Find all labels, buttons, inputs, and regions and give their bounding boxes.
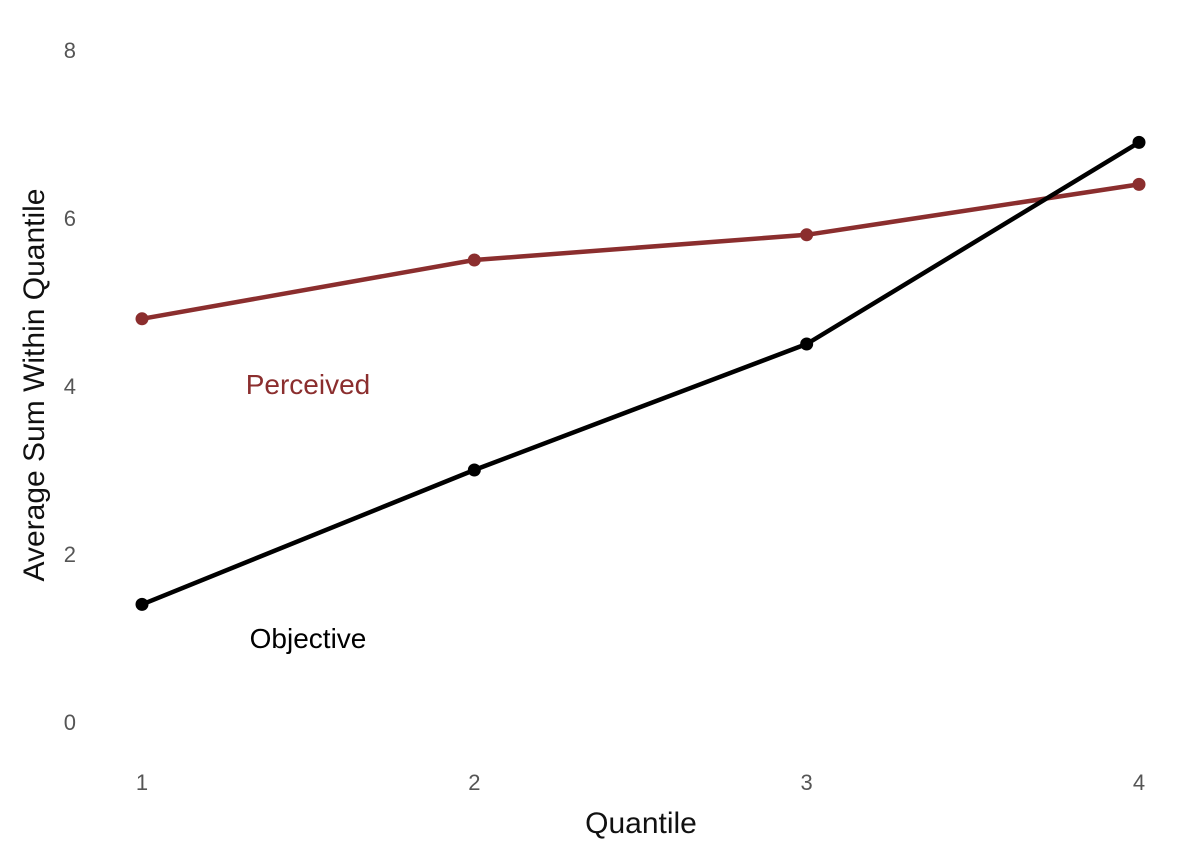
- y-tick-label: 4: [64, 374, 76, 399]
- x-tick-label: 3: [801, 770, 813, 795]
- x-tick-label: 1: [136, 770, 148, 795]
- series-line-perceived: [139, 182, 1142, 322]
- data-point-perceived: [1132, 177, 1146, 191]
- series-label-perceived: Perceived: [246, 369, 371, 400]
- data-point-perceived: [135, 312, 149, 326]
- data-point-objective: [1132, 135, 1146, 149]
- series-label-objective: Objective: [250, 623, 367, 654]
- data-point-perceived: [467, 253, 481, 267]
- data-point-objective: [135, 597, 149, 611]
- series-layer: [135, 135, 1146, 611]
- data-point-objective: [800, 337, 814, 351]
- y-axis: 0 2 4 6 8: [64, 38, 76, 735]
- y-tick-label: 2: [64, 542, 76, 567]
- y-tick-label: 6: [64, 206, 76, 231]
- data-point-objective: [467, 463, 481, 477]
- series-line-objective: [139, 140, 1142, 607]
- x-axis-title: Quantile: [585, 807, 697, 840]
- y-axis-title: Average Sum Within Quantile: [18, 189, 51, 582]
- x-axis: 1 2 3 4: [136, 770, 1145, 795]
- y-tick-label: 8: [64, 38, 76, 63]
- data-point-perceived: [800, 228, 814, 242]
- y-tick-label: 0: [64, 710, 76, 735]
- x-tick-label: 2: [468, 770, 480, 795]
- x-tick-label: 4: [1133, 770, 1145, 795]
